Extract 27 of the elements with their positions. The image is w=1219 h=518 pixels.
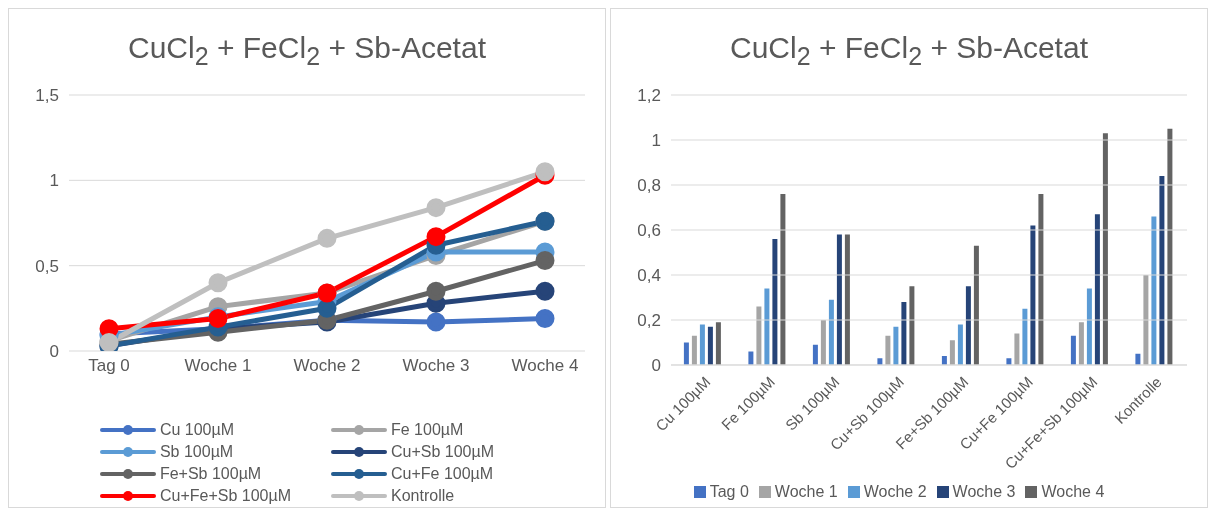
chart-title: CuCl$_{2}$ + FeCl$_{2}$ + Sb-Acetat	[729, 30, 1089, 70]
legend-label: Tag 0	[709, 483, 749, 501]
x-tick-label: Woche 1	[184, 356, 252, 376]
legend-label: Cu+Fe 100µM	[391, 465, 494, 483]
x-tick-label: Tag 0	[88, 356, 130, 376]
legend-label: Fe+Sb 100µM	[159, 465, 262, 483]
y-tick-label: 1,2	[637, 86, 661, 106]
legend-label: Woche 2	[863, 483, 927, 501]
y-tick-label: 1,5	[35, 86, 59, 106]
legend-label: Woche 4	[1041, 483, 1105, 501]
y-tick-label: 0,8	[637, 176, 661, 196]
y-tick-label: 0,4	[637, 266, 661, 286]
legend-label: Woche 1	[774, 483, 838, 501]
legend-label: Cu+Fe+Sb 100µM	[159, 487, 291, 505]
y-tick-label: 1	[49, 171, 59, 191]
y-tick-label: 0,6	[637, 221, 661, 241]
y-tick-label: 0	[49, 342, 59, 362]
chart-title: CuCl$_{2}$ + FeCl$_{2}$ + Sb-Acetat	[127, 30, 487, 70]
y-tick-label: 0,5	[35, 256, 59, 276]
x-tick-label: Woche 4	[511, 356, 579, 376]
y-tick-label: 0,2	[637, 311, 661, 331]
y-tick-label: 1	[651, 131, 661, 151]
y-tick-label: 0	[651, 356, 661, 376]
x-tick-label: Woche 3	[402, 356, 470, 376]
legend-label: Woche 3	[952, 483, 1016, 501]
x-tick-label: Woche 2	[293, 356, 361, 376]
legend-label: Kontrolle	[391, 487, 455, 505]
